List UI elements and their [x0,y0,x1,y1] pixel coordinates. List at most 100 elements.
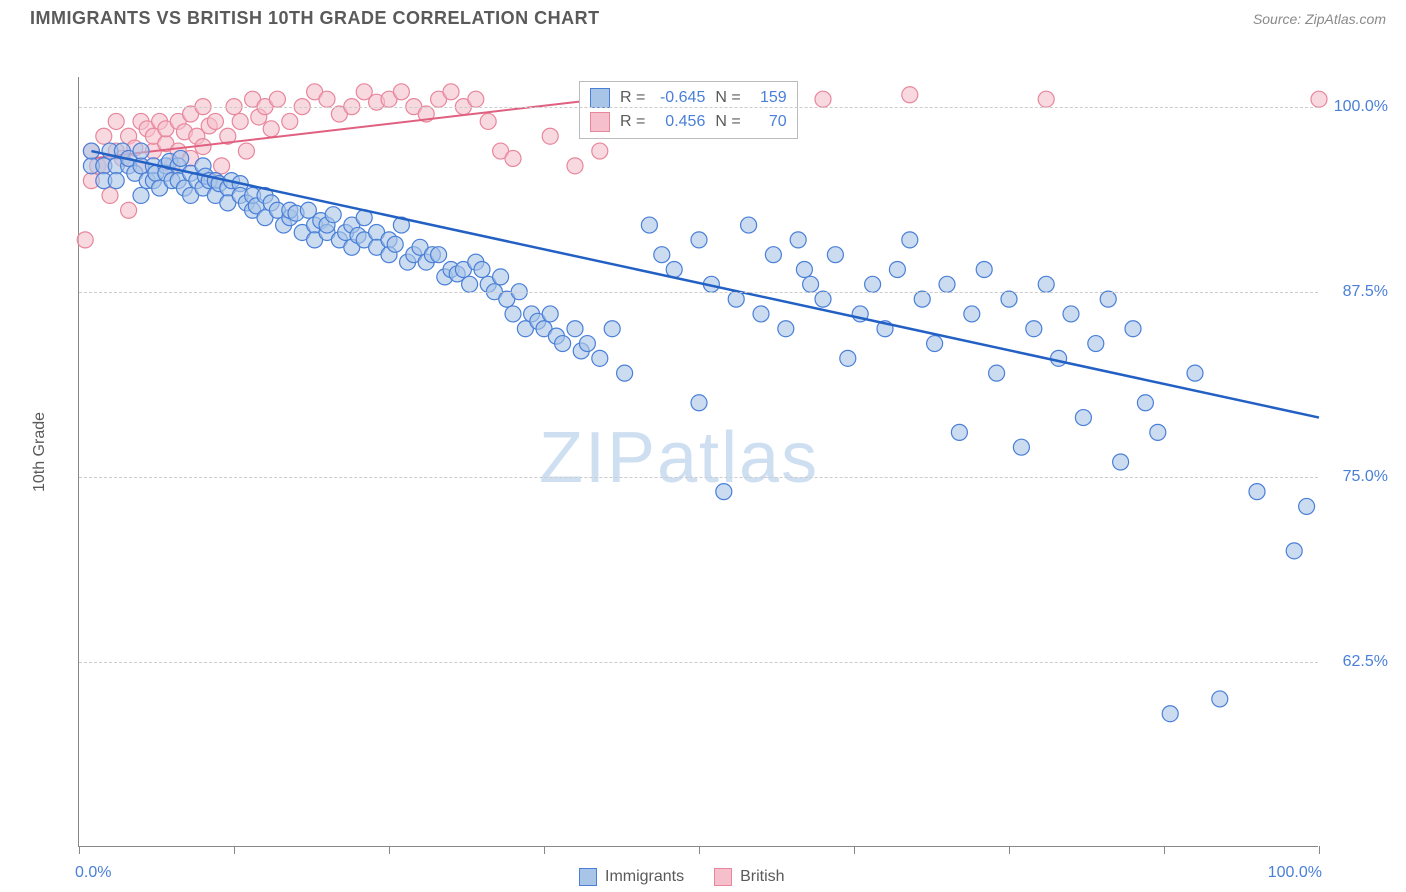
immigrants-point [1075,410,1091,426]
immigrants-point [1299,498,1315,514]
x-tick [234,846,235,854]
british-point [121,202,137,218]
immigrants-point [840,350,856,366]
british-point [1038,91,1054,107]
plot-area: ZIPatlas R =-0.645N =159R =0.456N =70 62… [78,77,1318,847]
british-point [480,113,496,129]
british-point [393,84,409,100]
immigrants-point [803,276,819,292]
british-point [567,158,583,174]
immigrants-point [1187,365,1203,381]
british-point [269,91,285,107]
immigrants-point [1001,291,1017,307]
british-point [282,113,298,129]
british-point [542,128,558,144]
immigrants-point [815,291,831,307]
immigrants-point [505,306,521,322]
x-tick [544,846,545,854]
immigrants-point [133,143,149,159]
stats-n-label: N = [715,89,740,107]
british-point [96,128,112,144]
x-min-label: 0.0% [75,864,111,882]
immigrants-point [827,247,843,263]
grid-line [79,107,1318,108]
immigrants-point [462,276,478,292]
stats-r-label: R = [620,89,645,107]
immigrants-point [1162,706,1178,722]
x-tick [699,846,700,854]
x-tick [79,846,80,854]
immigrants-point [1150,424,1166,440]
immigrants-trend-line [91,151,1319,418]
stats-row: R =0.456N =70 [590,110,787,134]
immigrants-point [914,291,930,307]
immigrants-point [1137,395,1153,411]
immigrants-point [133,187,149,203]
immigrants-point [173,150,189,166]
y-tick-label: 75.0% [1328,468,1388,486]
british-point [505,150,521,166]
x-max-label: 100.0% [1268,864,1322,882]
stats-n-value: 159 [751,89,787,107]
british-point [902,87,918,103]
immigrants-point [567,321,583,337]
immigrants-point [325,207,341,223]
immigrants-point [1051,350,1067,366]
legend-bottom: Immigrants British [579,868,785,886]
immigrants-point [691,395,707,411]
immigrants-point [1026,321,1042,337]
x-tick [1319,846,1320,854]
scatter-svg [79,77,1319,847]
immigrants-point [579,336,595,352]
immigrants-point [753,306,769,322]
british-point [238,143,254,159]
y-axis-label: 10th Grade [31,412,49,492]
immigrants-point [976,262,992,278]
stats-box: R =-0.645N =159R =0.456N =70 [579,81,798,139]
immigrants-point [964,306,980,322]
immigrants-point [1063,306,1079,322]
stats-swatch [590,88,610,108]
immigrants-point [1249,484,1265,500]
immigrants-point [741,217,757,233]
immigrants-point [951,424,967,440]
immigrants-point [1088,336,1104,352]
immigrants-point [542,306,558,322]
grid-line [79,292,1318,293]
british-point [108,113,124,129]
immigrants-point [493,269,509,285]
immigrants-point [927,336,943,352]
british-point [815,91,831,107]
immigrants-point [902,232,918,248]
x-tick [1009,846,1010,854]
immigrants-point [1100,291,1116,307]
legend-label: British [740,868,784,886]
immigrants-point [1286,543,1302,559]
immigrants-point [1212,691,1228,707]
grid-line [79,662,1318,663]
british-point [232,113,248,129]
immigrants-point [431,247,447,263]
y-tick-label: 100.0% [1328,98,1388,116]
immigrants-point [790,232,806,248]
immigrants-point [592,350,608,366]
immigrants-point [691,232,707,248]
stats-r-value: 0.456 [655,113,705,131]
immigrants-point [654,247,670,263]
immigrants-point [865,276,881,292]
x-tick [1164,846,1165,854]
british-point [1311,91,1327,107]
immigrants-point [1038,276,1054,292]
source-label: Source: ZipAtlas.com [1253,11,1386,27]
immigrants-point [796,262,812,278]
immigrants-point [617,365,633,381]
immigrants-point [989,365,1005,381]
chart-title: IMMIGRANTS VS BRITISH 10TH GRADE CORRELA… [30,8,600,29]
british-point [207,113,223,129]
immigrants-point [1013,439,1029,455]
british-point [77,232,93,248]
legend-item: British [714,868,784,886]
stats-n-label: N = [715,113,740,131]
british-point [443,84,459,100]
legend-item: Immigrants [579,868,684,886]
